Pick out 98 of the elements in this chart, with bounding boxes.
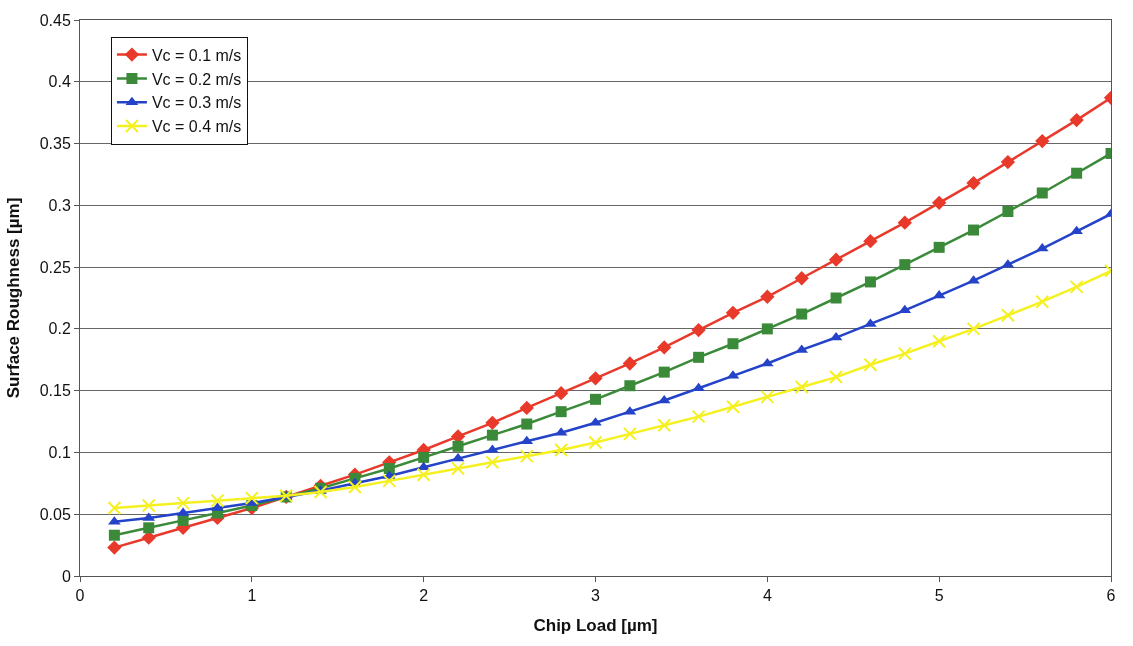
x-tick-label: 0 — [75, 587, 85, 605]
y-tick-label: 0.05 — [39, 505, 71, 523]
y-tick-label: 0.35 — [39, 135, 71, 153]
point — [382, 473, 397, 488]
point — [794, 379, 809, 394]
point — [725, 399, 740, 414]
y-axis-title: Surface Roughness [µm] — [4, 197, 24, 399]
legend-label: Vc = 0.3 m/s — [151, 94, 242, 112]
point — [554, 442, 569, 457]
legend-label: Vc = 0.4 m/s — [151, 118, 242, 136]
x-tick-label: 6 — [1106, 587, 1116, 605]
x-tick-label: 4 — [762, 587, 772, 605]
y-tick-label: 0.1 — [48, 444, 71, 462]
point — [347, 480, 362, 495]
y-tick-label: 0.3 — [48, 196, 71, 214]
y-tick-label: 0.4 — [48, 73, 71, 91]
point — [108, 529, 120, 541]
point — [519, 449, 534, 464]
point — [383, 463, 395, 475]
point — [588, 371, 603, 386]
point — [452, 440, 464, 452]
x-axis-title: Chip Load [µm] — [533, 615, 658, 635]
x-tick-label: 2 — [419, 587, 429, 605]
point — [897, 346, 912, 361]
point — [760, 289, 775, 304]
point — [725, 305, 741, 320]
point — [1036, 187, 1048, 199]
point — [485, 455, 500, 470]
point — [1000, 154, 1016, 170]
y-tick-label: 0.45 — [39, 11, 71, 29]
point — [590, 393, 601, 405]
point — [899, 259, 911, 271]
point — [624, 380, 636, 392]
point — [727, 338, 739, 350]
point — [691, 409, 706, 424]
point — [244, 491, 259, 506]
point — [830, 292, 842, 304]
point — [1002, 206, 1014, 218]
point — [1071, 167, 1083, 179]
point — [107, 501, 122, 516]
point — [1035, 294, 1050, 309]
point — [897, 215, 912, 230]
x-tick-label: 3 — [591, 587, 601, 605]
point — [863, 234, 878, 249]
point — [1069, 279, 1084, 294]
point — [1070, 225, 1083, 235]
point — [622, 426, 637, 441]
point — [829, 370, 844, 385]
point — [794, 271, 809, 286]
point — [553, 385, 569, 401]
point — [657, 340, 672, 355]
point — [313, 484, 328, 499]
point — [657, 418, 672, 433]
y-tick-label: 0.25 — [39, 258, 71, 276]
point — [966, 175, 981, 191]
point — [966, 321, 981, 336]
point — [761, 323, 773, 335]
point — [451, 461, 466, 476]
point — [520, 435, 534, 445]
point — [691, 322, 706, 338]
point — [693, 351, 705, 363]
point — [486, 429, 498, 441]
point — [1035, 133, 1050, 149]
point — [141, 498, 156, 513]
point — [863, 357, 878, 372]
point — [622, 356, 638, 371]
point — [555, 406, 567, 418]
y-tick-label: 0.15 — [39, 382, 71, 400]
point — [658, 366, 670, 378]
point — [898, 304, 912, 314]
point — [796, 308, 808, 320]
point — [485, 415, 500, 430]
point — [933, 241, 945, 253]
point — [864, 276, 876, 288]
point — [760, 357, 774, 367]
x-tick-label: 5 — [934, 587, 944, 605]
point — [932, 334, 947, 349]
x-tick-label: 1 — [247, 587, 257, 605]
point — [828, 252, 844, 267]
point — [418, 451, 430, 463]
y-tick-label: 0 — [61, 567, 71, 585]
point — [760, 389, 775, 404]
legend-label: Vc = 0.1 m/s — [151, 46, 242, 64]
point — [932, 195, 947, 211]
point — [968, 224, 980, 236]
point — [1000, 308, 1015, 323]
point — [521, 418, 533, 430]
point — [1069, 112, 1084, 128]
point — [210, 493, 225, 508]
point — [177, 514, 189, 526]
legend-label: Vc = 0.2 m/s — [151, 70, 242, 88]
point — [416, 467, 431, 482]
point — [107, 540, 122, 555]
y-tick-label: 0.2 — [48, 320, 71, 338]
point — [176, 496, 191, 511]
point — [519, 400, 534, 416]
point — [588, 435, 603, 450]
point — [143, 522, 155, 534]
